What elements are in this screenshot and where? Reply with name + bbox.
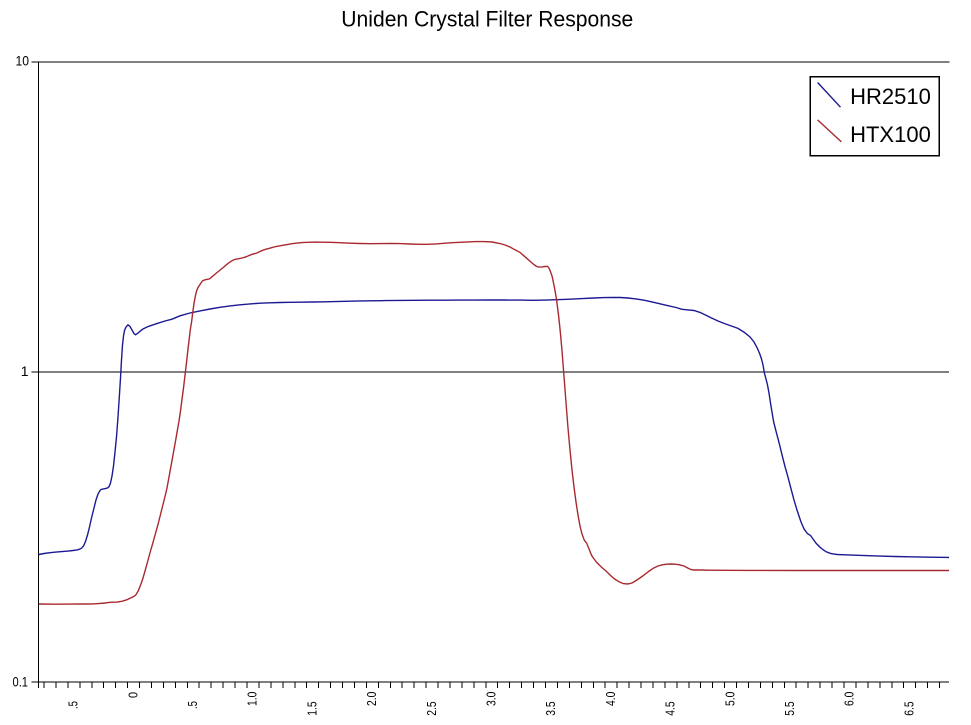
- svg-text:4.0: 4.0: [603, 692, 618, 706]
- svg-text:Uniden Crystal Filter Response: Uniden Crystal Filter Response: [341, 6, 633, 31]
- svg-text:.5: .5: [185, 701, 200, 709]
- svg-text:0: 0: [125, 692, 140, 698]
- svg-text:1: 1: [21, 363, 29, 379]
- svg-text:1.5: 1.5: [304, 701, 319, 715]
- svg-text:3.5: 3.5: [543, 701, 558, 715]
- svg-text:4.5: 4.5: [663, 701, 678, 715]
- svg-text:2.0: 2.0: [364, 692, 379, 706]
- svg-text:2.5: 2.5: [424, 701, 439, 715]
- svg-text:5.5: 5.5: [782, 701, 797, 715]
- svg-text:HTX100: HTX100: [850, 122, 931, 147]
- svg-text:1.0: 1.0: [245, 692, 260, 706]
- svg-text:0.1: 0.1: [13, 673, 29, 689]
- svg-text:.5: .5: [66, 701, 81, 709]
- svg-text:6.0: 6.0: [842, 692, 857, 706]
- svg-text:3.0: 3.0: [484, 692, 499, 706]
- svg-text:6.5: 6.5: [901, 701, 916, 715]
- svg-text:10: 10: [16, 53, 30, 69]
- svg-text:HR2510: HR2510: [850, 84, 931, 109]
- svg-text:5.0: 5.0: [722, 692, 737, 706]
